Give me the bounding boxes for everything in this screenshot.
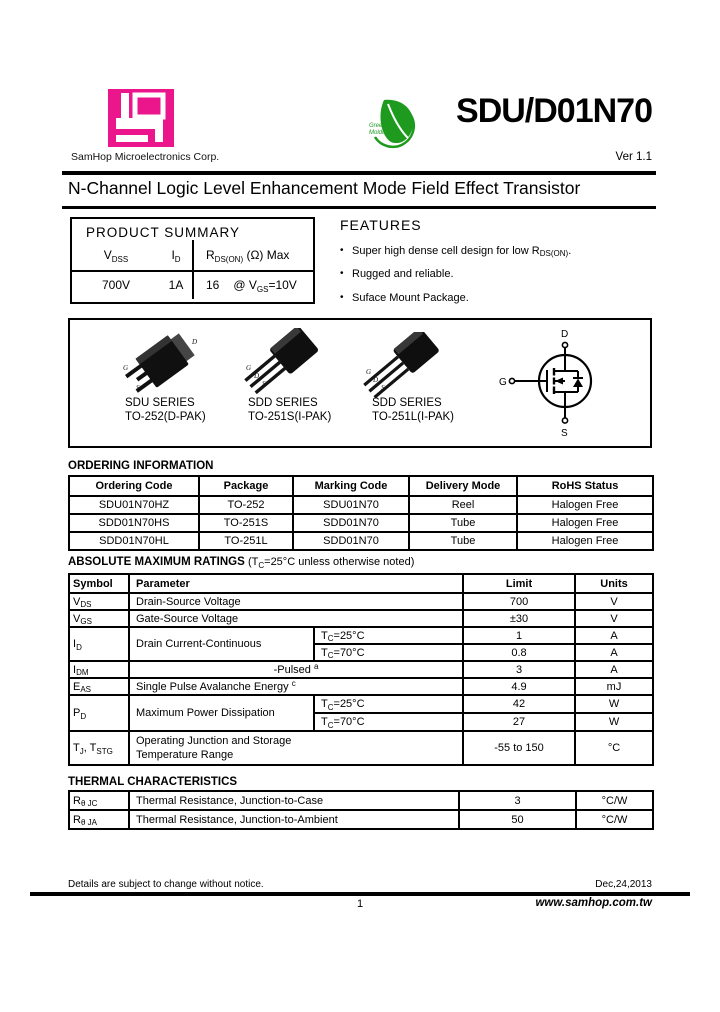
symbol-vds: VDS: [68, 592, 130, 611]
condition-cell: TC=25°C: [312, 694, 465, 714]
feature-item: Suface Mount Package.: [340, 292, 640, 304]
col-delivery-mode: Delivery Mode: [408, 475, 518, 497]
rdson-value: 16 @ VGS=10V: [192, 272, 313, 299]
pin-label-s: S: [136, 384, 140, 392]
symbol-pd: PD: [68, 694, 130, 732]
thermal-table: Rθ JC Thermal Resistance, Junction-to-Ca…: [68, 790, 654, 830]
to252-dpak-drawing: D G S: [123, 333, 197, 393]
id-value: 1A: [168, 278, 184, 292]
pin-label-g: G: [246, 364, 251, 372]
thermal-row-rjc: Rθ JC Thermal Resistance, Junction-to-Ca…: [68, 790, 654, 811]
package-label-2: SDD SERIES TO-251S(I-PAK): [248, 397, 332, 423]
version-label: Ver 1.1: [615, 151, 652, 163]
thermal-title: THERMAL CHARACTERISTICS: [68, 776, 238, 788]
to251l-ipak-drawing: G D S: [363, 332, 439, 399]
symbol-vgs: VGS: [68, 609, 130, 628]
green-molding-leaf-icon: Green Molding: [369, 99, 416, 149]
ordering-table: Ordering Code Package Marking Code Deliv…: [68, 475, 654, 551]
rating-row-id-25c: ID Drain Current-Continuous TC=25°C 1 A: [68, 626, 655, 662]
condition-cell: TC=70°C: [312, 643, 465, 662]
pin-label-s: S: [381, 384, 385, 392]
mosfet-symbol: D G S: [499, 329, 593, 438]
package-label-1: SDU SERIES TO-252(D-PAK): [125, 397, 206, 423]
feature-item: Rugged and reliable.: [340, 268, 640, 280]
symbol-pin-d: D: [561, 329, 568, 340]
pin-label-g: G: [366, 368, 371, 376]
product-summary-table: PRODUCT SUMMARY VDSS ID RDS(ON) (Ω) Max …: [70, 217, 315, 304]
vdss-header: VDSS: [103, 248, 129, 264]
symbol-idm: IDM: [68, 660, 130, 679]
footer-disclaimer: Details are subject to change without no…: [68, 879, 264, 890]
leaf-text-line2: Molding: [369, 130, 391, 136]
col-rohs-status: RoHS Status: [516, 475, 654, 497]
company-name: SamHop Microelectronics Corp.: [71, 151, 220, 163]
symbol-rth-ja: Rθ JA: [68, 809, 130, 830]
product-summary-title: PRODUCT SUMMARY: [86, 225, 241, 240]
condition-cell: TC=25°C: [312, 626, 465, 645]
thermal-row-rja: Rθ JA Thermal Resistance, Junction-to-Am…: [68, 809, 654, 830]
col-ordering-code: Ordering Code: [68, 475, 200, 497]
ordering-row: SDU01N70HZ TO-252 SDU01N70 Reel Halogen …: [68, 495, 654, 515]
website-url: www.samhop.com.tw: [535, 897, 652, 909]
rating-row-tj: TJ, TSTG Operating Junction and Storage …: [68, 730, 655, 766]
col-marking-code: Marking Code: [292, 475, 410, 497]
symbol-id: ID: [68, 626, 130, 662]
ordering-title: ORDERING INFORMATION: [68, 460, 214, 472]
rating-row-vds: VDS Drain-Source Voltage 700 V: [68, 592, 655, 611]
features-title: FEATURES: [340, 217, 422, 233]
pin-label-s: S: [262, 380, 266, 388]
footer-date: Dec,24,2013: [595, 879, 652, 890]
header-rule-bottom: [62, 206, 656, 209]
abs-max-table: Symbol Parameter Limit Units VDS Drain-S…: [68, 573, 655, 766]
rating-row-eas: EAS Single Pulse Avalanche Energy c 4.9 …: [68, 677, 655, 696]
symbol-tj-tstg: TJ, TSTG: [68, 730, 130, 766]
ordering-row: SDD01N70HS TO-251S SDD01N70 Tube Halogen…: [68, 513, 654, 533]
pin-label-d: D: [253, 372, 259, 380]
pin-label-d: D: [191, 338, 197, 346]
pin-label-d: D: [372, 376, 378, 384]
pin-label-g: G: [123, 364, 128, 372]
rating-row-idm: IDM -Pulsed a 3 A: [68, 660, 655, 679]
rating-row-pd-70c: TC=70°C 27 W: [69, 712, 655, 732]
ordering-header-row: Ordering Code Package Marking Code Deliv…: [68, 475, 654, 497]
abs-max-title: ABSOLUTE MAXIMUM RATINGS (TC=25°C unless…: [68, 556, 415, 570]
leaf-text-line1: Green: [369, 123, 386, 129]
product-summary-header-row: VDSS ID RDS(ON) (Ω) Max: [72, 240, 313, 270]
page-number: 1: [356, 898, 364, 910]
rating-row-id-70c: TC=70°C 0.8 A: [69, 643, 655, 662]
eas-param: Single Pulse Avalanche Energy c: [127, 677, 465, 696]
ordering-row: SDD01N70HL TO-251L SDD01N70 Tube Halogen…: [68, 531, 654, 551]
condition-cell: TC=70°C: [312, 712, 465, 732]
vdss-value: 700V: [101, 278, 131, 292]
to251s-ipak-drawing: G D S: [244, 328, 318, 395]
footer-rule: [30, 892, 690, 896]
features-section: FEATURES Super high dense cell design fo…: [340, 217, 640, 304]
id-header: ID: [171, 248, 181, 264]
rating-row-pd-25c: PD Maximum Power Dissipation TC=25°C 42 …: [68, 694, 655, 732]
header-rule-top: [62, 171, 656, 175]
part-number: SDU/D01N70: [456, 92, 653, 130]
symbol-rth-jc: Rθ JC: [68, 790, 130, 811]
symbol-eas: EAS: [68, 677, 130, 696]
rdson-header: RDS(ON) (Ω) Max: [192, 240, 313, 270]
idm-param: -Pulsed a: [127, 660, 465, 679]
feature-item: Super high dense cell design for low RDS…: [340, 245, 640, 258]
package-label-3: SDD SERIES TO-251L(I-PAK): [372, 397, 455, 423]
symbol-pin-s: S: [561, 428, 568, 438]
samhop-logo: [108, 89, 174, 147]
col-package: Package: [198, 475, 294, 497]
package-drawings-box: [68, 318, 652, 448]
tj-param: Operating Junction and Storage Temperatu…: [127, 730, 465, 766]
symbol-pin-g: G: [499, 377, 507, 388]
product-summary-value-row: 700V 1A 16 @ VGS=10V: [72, 270, 313, 299]
rating-row-vgs: VGS Gate-Source Voltage ±30 V: [68, 609, 655, 628]
abs-max-header-row: Symbol Parameter Limit Units: [68, 573, 655, 594]
document-title: N-Channel Logic Level Enhancement Mode F…: [68, 178, 581, 198]
